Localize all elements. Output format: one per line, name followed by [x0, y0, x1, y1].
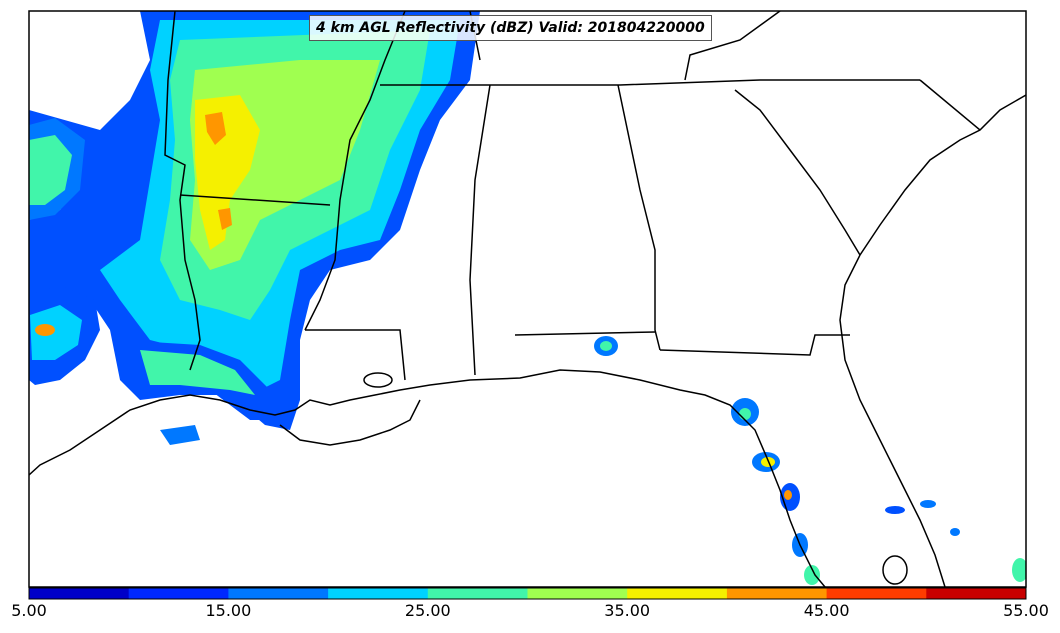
border-nc-sc — [919, 79, 981, 131]
echo-gulf-cell — [160, 425, 200, 445]
echo-fl-cell-6 — [885, 506, 905, 514]
colorbar-segment — [527, 588, 628, 599]
coastline-la — [279, 399, 421, 446]
colorbar-tick-label: 25.00 — [404, 601, 451, 620]
border-ms-river — [164, 11, 201, 371]
colorbar-segment — [826, 588, 927, 599]
border-ms-east — [304, 11, 406, 331]
coastline-gulf — [29, 369, 826, 587]
border-ar-la — [179, 194, 331, 206]
echo-west-inner — [29, 135, 72, 205]
colorbar-tick-label: 15.00 — [205, 601, 252, 620]
colorbar-tick-label: 35.00 — [604, 601, 651, 620]
coastline-atlantic — [839, 94, 1026, 587]
colorbar-segment — [128, 588, 229, 599]
border-ga-nc — [619, 79, 920, 86]
echo-fl-cell-3-core — [784, 490, 792, 500]
echo-fl-cell-1-core — [739, 408, 751, 420]
echo-al-cell-core — [600, 341, 612, 351]
colorbar-segment — [926, 588, 1027, 599]
colorbar-tick-label: 5.00 — [11, 601, 47, 620]
echo-core-orange-2 — [218, 208, 232, 230]
boundaries — [29, 11, 1026, 587]
lake-pontchartrain — [363, 372, 393, 388]
echo-coast-inner — [140, 350, 255, 395]
border-ga-sc — [734, 89, 861, 256]
echo-sw-inner — [30, 305, 82, 360]
border-ms-la — [305, 329, 406, 381]
lake-okeechobee — [882, 555, 908, 585]
colorbar-segment — [228, 588, 329, 599]
border-fl-ga — [659, 334, 850, 356]
colorbar-tick-label: 55.00 — [1003, 601, 1049, 620]
colorbar — [29, 588, 1027, 599]
border-al-ga — [617, 84, 661, 351]
echo-fl-cell-8 — [950, 528, 960, 536]
border-al-fl — [514, 331, 656, 336]
echo-fl-cell-7 — [920, 500, 936, 508]
colorbar-segment — [29, 588, 130, 599]
map-title: 4 km AGL Reflectivity (dBZ) Valid: 20180… — [309, 15, 712, 41]
echo-core-orange — [205, 112, 226, 145]
echo-fl-cell-5 — [804, 565, 820, 585]
reflectivity-field — [29, 11, 1026, 585]
colorbar-segment — [726, 588, 828, 599]
map-frame — [28, 10, 1027, 588]
colorbar-segment — [328, 588, 429, 599]
colorbar-frame — [28, 587, 1027, 600]
echo-fl-cell-9 — [1012, 558, 1026, 582]
colorbar-segment — [627, 588, 728, 599]
colorbar-segment — [427, 588, 528, 599]
border-ms-al — [469, 84, 491, 376]
echo-sw-core — [35, 324, 55, 336]
border-tn-north — [684, 11, 781, 81]
colorbar-tick-label: 45.00 — [803, 601, 850, 620]
